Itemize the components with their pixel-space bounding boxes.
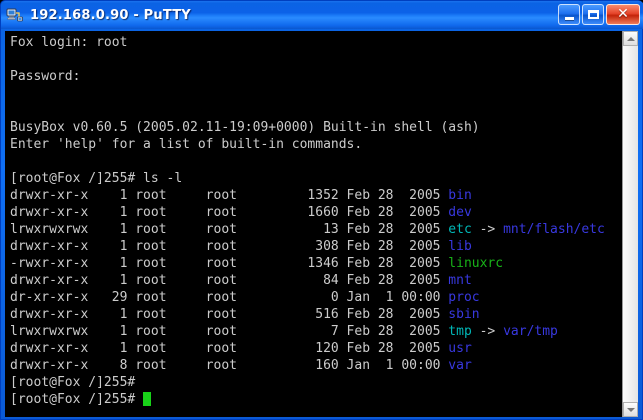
terminal-text: linuxrc bbox=[448, 256, 504, 271]
scroll-down-button[interactable] bbox=[623, 402, 638, 417]
terminal-text: Fox login: root bbox=[10, 35, 128, 50]
minimize-button[interactable] bbox=[558, 4, 580, 25]
terminal-line: drwxr-xr-x 1 root root 120 Feb 28 2005 u… bbox=[5, 340, 624, 357]
terminal-text: tmp bbox=[448, 324, 472, 339]
terminal-line bbox=[5, 51, 624, 68]
terminal-line: [root@Fox /]255# bbox=[5, 374, 624, 391]
terminal-line: Fox login: root bbox=[5, 34, 624, 51]
minimize-icon bbox=[564, 16, 574, 20]
terminal-line: Password: bbox=[5, 68, 624, 85]
terminal-text: [root@Fox /]255# bbox=[10, 375, 136, 390]
terminal-line: drwxr-xr-x 1 root root 1660 Feb 28 2005 … bbox=[5, 204, 624, 221]
terminal-text: drwxr-xr-x 1 root root 308 Feb 28 2005 bbox=[10, 239, 449, 254]
terminal-text: drwxr-xr-x 1 root root 516 Feb 28 2005 bbox=[10, 307, 449, 322]
terminal-line: lrwxrwxrwx 1 root root 13 Feb 28 2005 et… bbox=[5, 221, 624, 238]
close-icon: ✕ bbox=[617, 6, 629, 22]
window-title: 192.168.0.90 - PuTTY bbox=[30, 7, 191, 23]
terminal-text: sbin bbox=[448, 307, 480, 322]
terminal-scrollbar[interactable] bbox=[622, 31, 638, 417]
window-controls: ✕ bbox=[558, 4, 640, 25]
terminal-line: drwxr-xr-x 1 root root 516 Feb 28 2005 s… bbox=[5, 306, 624, 323]
terminal-text: Password: bbox=[10, 69, 81, 84]
terminal-line: drwxr-xr-x 1 root root 1352 Feb 28 2005 … bbox=[5, 187, 624, 204]
scrollbar-thumb[interactable] bbox=[623, 46, 638, 402]
scroll-up-arrow-icon bbox=[626, 36, 635, 41]
terminal-text: mnt/flash/etc bbox=[503, 222, 605, 237]
terminal-line bbox=[5, 102, 624, 119]
terminal-text: Enter 'help' for a list of built-in comm… bbox=[10, 137, 363, 152]
scroll-down-arrow-icon bbox=[626, 407, 635, 412]
terminal-output[interactable]: Fox login: root Password: BusyBox v0.60.… bbox=[5, 31, 624, 417]
terminal-text: [root@Fox /]255# ls -l bbox=[10, 171, 183, 186]
putty-computer-icon bbox=[6, 6, 24, 24]
terminal-text: BusyBox v0.60.5 (2005.02.11-19:09+0000) … bbox=[10, 120, 480, 135]
terminal-text: drwxr-xr-x 8 root root 160 Jan 1 00:00 bbox=[10, 358, 449, 373]
terminal-line: drwxr-xr-x 1 root root 308 Feb 28 2005 l… bbox=[5, 238, 624, 255]
terminal-line bbox=[5, 153, 624, 170]
terminal-text: dev bbox=[448, 205, 472, 220]
terminal-line: lrwxrwxrwx 1 root root 7 Feb 28 2005 tmp… bbox=[5, 323, 624, 340]
terminal-text: etc bbox=[448, 222, 472, 237]
terminal-line: [root@Fox /]255# bbox=[5, 391, 624, 408]
terminal-text: drwxr-xr-x 1 root root 1660 Feb 28 2005 bbox=[10, 205, 449, 220]
close-button[interactable]: ✕ bbox=[606, 4, 640, 25]
terminal-text: usr bbox=[448, 341, 472, 356]
terminal-line: [root@Fox /]255# ls -l bbox=[5, 170, 624, 187]
terminal-text: lrwxrwxrwx 1 root root 7 Feb 28 2005 bbox=[10, 324, 449, 339]
terminal-text: mnt bbox=[448, 273, 472, 288]
scroll-up-button[interactable] bbox=[623, 31, 638, 46]
terminal-line: BusyBox v0.60.5 (2005.02.11-19:09+0000) … bbox=[5, 119, 624, 136]
terminal-line: dr-xr-xr-x 29 root root 0 Jan 1 00:00 pr… bbox=[5, 289, 624, 306]
terminal-text: lrwxrwxrwx 1 root root 13 Feb 28 2005 bbox=[10, 222, 449, 237]
terminal-text: var/tmp bbox=[503, 324, 558, 339]
terminal-text: -> bbox=[471, 222, 504, 237]
terminal-text: var bbox=[448, 358, 472, 373]
terminal-text: bin bbox=[448, 188, 472, 203]
terminal-text: drwxr-xr-x 1 root root 84 Feb 28 2005 bbox=[10, 273, 449, 288]
terminal-text: drwxr-xr-x 1 root root 120 Feb 28 2005 bbox=[10, 341, 449, 356]
terminal-line: Enter 'help' for a list of built-in comm… bbox=[5, 136, 624, 153]
scrollbar-track[interactable] bbox=[623, 46, 638, 402]
terminal-line bbox=[5, 85, 624, 102]
window-titlebar[interactable]: 192.168.0.90 - PuTTY ✕ bbox=[1, 1, 643, 29]
terminal-text: proc bbox=[448, 290, 480, 305]
terminal-text: lib bbox=[448, 239, 472, 254]
terminal-text: [root@Fox /]255# bbox=[10, 392, 144, 407]
terminal-line: drwxr-xr-x 1 root root 84 Feb 28 2005 mn… bbox=[5, 272, 624, 289]
terminal-text: dr-xr-xr-x 29 root root 0 Jan 1 00:00 bbox=[10, 290, 449, 305]
terminal-line: -rwxr-xr-x 1 root root 1346 Feb 28 2005 … bbox=[5, 255, 624, 272]
terminal-text: -> bbox=[471, 324, 504, 339]
terminal-text: -rwxr-xr-x 1 root root 1346 Feb 28 2005 bbox=[10, 256, 449, 271]
terminal-text: drwxr-xr-x 1 root root 1352 Feb 28 2005 bbox=[10, 188, 449, 203]
terminal-line: drwxr-xr-x 8 root root 160 Jan 1 00:00 v… bbox=[5, 357, 624, 374]
terminal-cursor bbox=[143, 392, 152, 406]
maximize-button[interactable] bbox=[582, 4, 604, 25]
maximize-icon bbox=[587, 10, 599, 19]
